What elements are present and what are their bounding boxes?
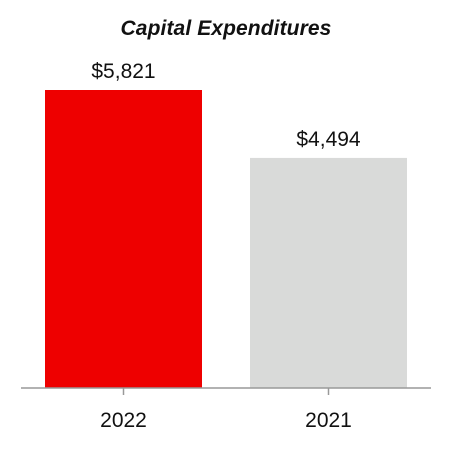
chart-title: Capital Expenditures (120, 17, 332, 40)
bar-2021 (250, 157, 407, 388)
data-label-2021: $4,494 (296, 128, 361, 151)
bar-2022 (45, 90, 202, 388)
x-tick-label-2022: 2022 (100, 409, 147, 432)
x-tick-label-2021: 2021 (305, 409, 352, 432)
data-label-2022: $5,821 (91, 60, 155, 83)
